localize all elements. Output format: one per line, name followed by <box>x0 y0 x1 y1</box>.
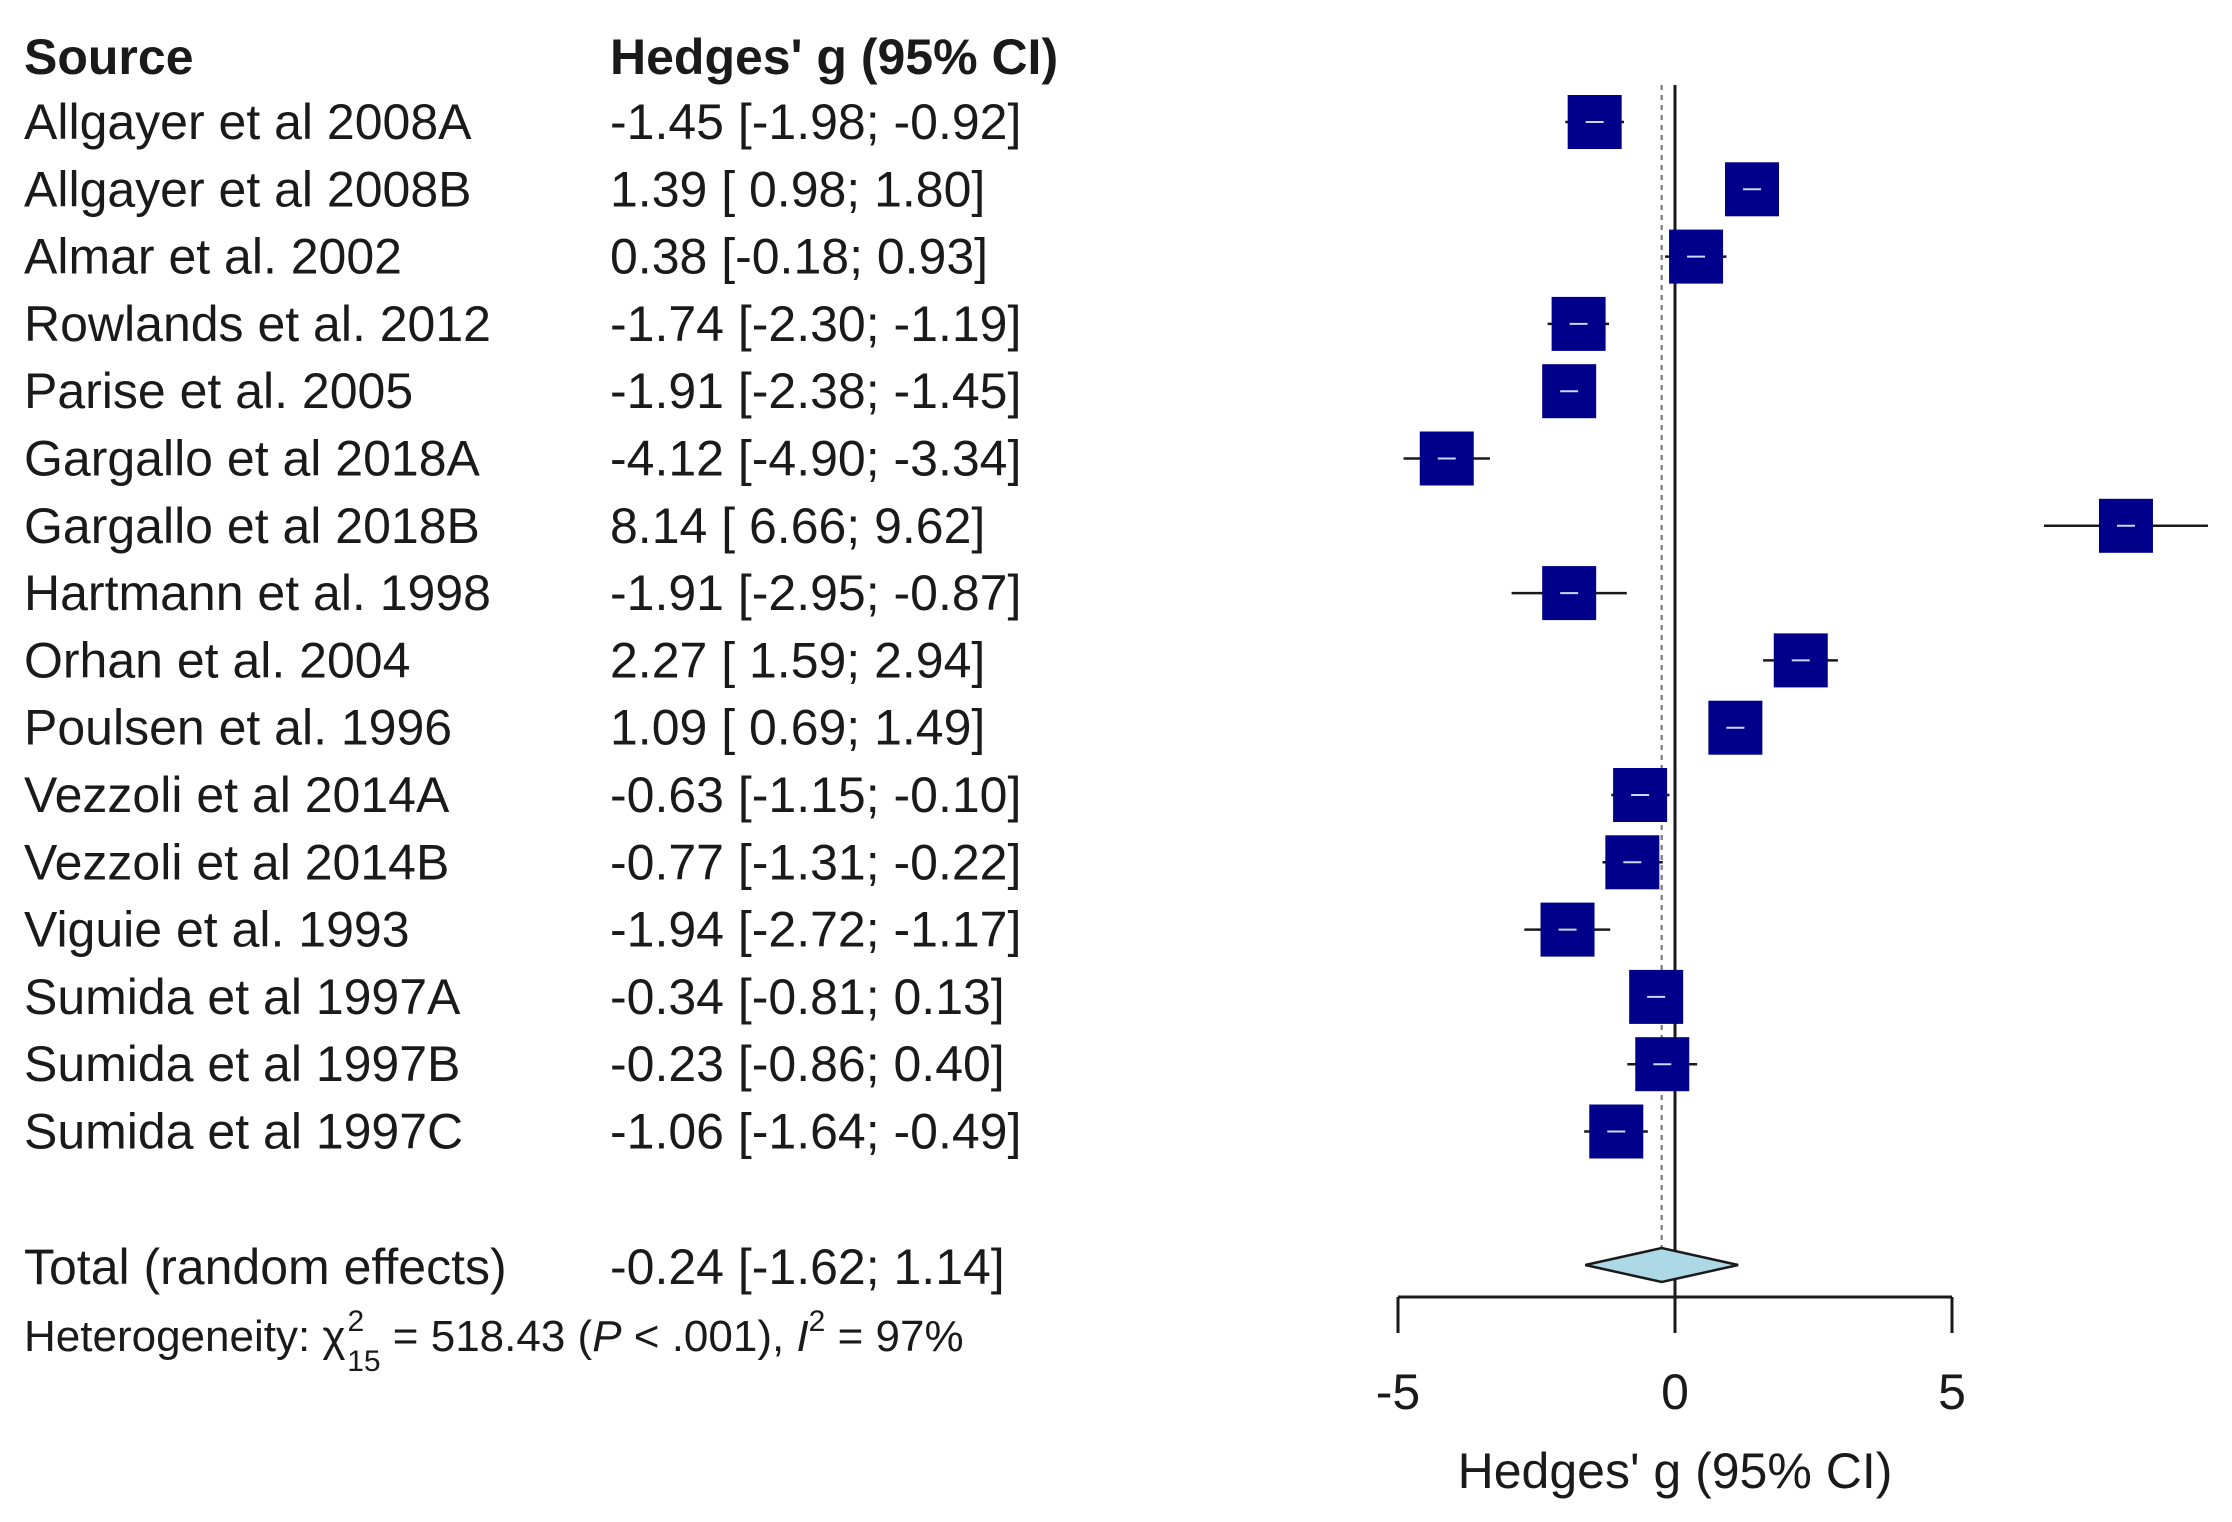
study-name: Orhan et al. 2004 <box>24 632 410 688</box>
study-ci-text: 8.14 [ 6.66; 9.62] <box>610 498 985 554</box>
study-name: Rowlands et al. 2012 <box>24 296 491 352</box>
chi-value: = 518.43 ( <box>381 1312 593 1361</box>
study-ci-text: 2.27 [ 1.59; 2.94] <box>610 632 985 688</box>
study-name: Gargallo et al 2018A <box>24 431 481 487</box>
pooled-diamond <box>1584 1246 1739 1284</box>
estimate-column-header: Hedges' g (95% CI) <box>610 29 1058 85</box>
study-ci-text: -0.23 [-0.86; 0.40] <box>610 1036 1005 1092</box>
study-name: Sumida et al 1997C <box>24 1104 463 1160</box>
chi-sup: 2 <box>348 1305 365 1338</box>
study-ci-text: -0.63 [-1.15; -0.10] <box>610 767 1021 823</box>
study-name: Poulsen et al. 1996 <box>24 700 452 756</box>
x-tick-label: -5 <box>1376 1364 1420 1420</box>
study-name: Viguie et al. 1993 <box>24 902 410 958</box>
x-axis-title: Hedges' g (95% CI) <box>1458 1443 1893 1499</box>
p-symbol: P <box>592 1312 622 1361</box>
study-name: Vezzoli et al 2014B <box>24 834 449 890</box>
study-name: Gargallo et al 2018B <box>24 498 480 554</box>
plot-area: -5 0 5 <box>1376 85 2208 1420</box>
study-name: Sumida et al 1997B <box>24 1036 460 1092</box>
study-rows: Allgayer et al 2008A -1.45 [-1.98; -0.92]… <box>24 94 1021 1160</box>
total-label: Total (random effects) <box>24 1239 507 1295</box>
study-name: Hartmann et al. 1998 <box>24 565 491 621</box>
study-name: Parise et al. 2005 <box>24 363 413 419</box>
study-ci-text: -1.94 [-2.72; -1.17] <box>610 902 1021 958</box>
study-ci-text: -1.74 [-2.30; -1.19] <box>610 296 1021 352</box>
heterogeneity-statistic: Heterogeneity: χ2 15 = 518.43 (P < .001),… <box>24 1305 964 1378</box>
p-value: < .001), <box>622 1312 797 1361</box>
heterogeneity-label: Heterogeneity: <box>24 1312 322 1361</box>
total-ci-text: -0.24 [-1.62; 1.14] <box>610 1239 1005 1295</box>
study-name: Allgayer et al 2008A <box>24 94 472 150</box>
i-value: = 97% <box>825 1312 963 1361</box>
study-name: Almar et al. 2002 <box>24 229 402 285</box>
study-ci-text: 1.39 [ 0.98; 1.80] <box>610 161 985 217</box>
study-name: Allgayer et al 2008B <box>24 161 472 217</box>
study-name: Sumida et al 1997A <box>24 969 461 1025</box>
study-ci-text: -1.91 [-2.38; -1.45] <box>610 363 1021 419</box>
study-ci-text: -4.12 [-4.90; -3.34] <box>610 431 1021 487</box>
i-sup: 2 <box>809 1305 826 1338</box>
study-ci-text: 1.09 [ 0.69; 1.49] <box>610 700 985 756</box>
x-tick-label: 5 <box>1938 1364 1966 1420</box>
study-ci-text: -1.91 [-2.95; -0.87] <box>610 565 1021 621</box>
study-ci-text: 0.38 [-0.18; 0.93] <box>610 229 988 285</box>
study-ci-text: -0.77 [-1.31; -0.22] <box>610 834 1021 890</box>
study-ci-text: -1.45 [-1.98; -0.92] <box>610 94 1021 150</box>
study-ci-text: -0.34 [-0.81; 0.13] <box>610 969 1005 1025</box>
chi-symbol: χ <box>322 1312 345 1361</box>
x-tick-label: 0 <box>1661 1364 1689 1420</box>
i-symbol: I <box>796 1312 808 1361</box>
source-column-header: Source <box>24 29 194 85</box>
study-name: Vezzoli et al 2014A <box>24 767 450 823</box>
study-ci-text: -1.06 [-1.64; -0.49] <box>610 1104 1021 1160</box>
chi-sub: 15 <box>347 1345 380 1378</box>
